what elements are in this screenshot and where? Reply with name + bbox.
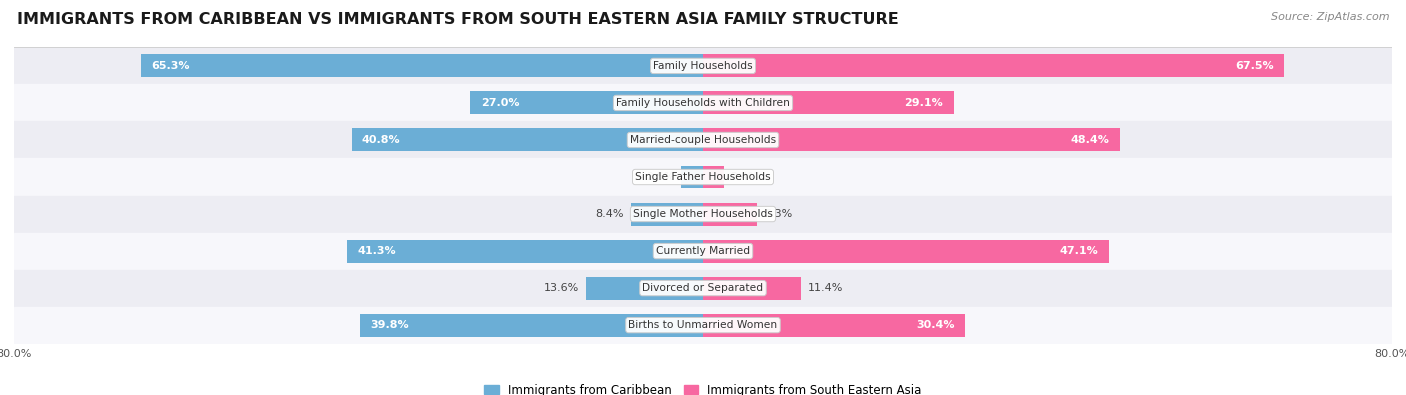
Text: 2.5%: 2.5%: [647, 172, 675, 182]
Bar: [360, 314, 703, 337]
Bar: [347, 240, 703, 263]
Bar: [703, 128, 1119, 151]
Text: 41.3%: 41.3%: [357, 246, 396, 256]
Text: 8.4%: 8.4%: [595, 209, 624, 219]
Bar: [703, 203, 758, 226]
Text: Births to Unmarried Women: Births to Unmarried Women: [628, 320, 778, 330]
Bar: [703, 166, 724, 188]
Bar: [471, 92, 703, 115]
Text: 30.4%: 30.4%: [915, 320, 955, 330]
Bar: [586, 276, 703, 299]
Text: 40.8%: 40.8%: [361, 135, 401, 145]
Text: 65.3%: 65.3%: [150, 61, 190, 71]
Bar: [682, 166, 703, 188]
Text: 11.4%: 11.4%: [808, 283, 844, 293]
Text: 67.5%: 67.5%: [1236, 61, 1274, 71]
Text: 6.3%: 6.3%: [763, 209, 793, 219]
Bar: [703, 92, 953, 115]
Text: Married-couple Households: Married-couple Households: [630, 135, 776, 145]
Text: 2.4%: 2.4%: [731, 172, 759, 182]
Bar: [703, 314, 965, 337]
Text: 27.0%: 27.0%: [481, 98, 519, 108]
Text: 47.1%: 47.1%: [1060, 246, 1098, 256]
Bar: [703, 276, 801, 299]
Text: IMMIGRANTS FROM CARIBBEAN VS IMMIGRANTS FROM SOUTH EASTERN ASIA FAMILY STRUCTURE: IMMIGRANTS FROM CARIBBEAN VS IMMIGRANTS …: [17, 12, 898, 27]
Bar: [141, 55, 703, 77]
Text: Currently Married: Currently Married: [657, 246, 749, 256]
Bar: [703, 55, 1284, 77]
Bar: [14, 269, 1392, 307]
Text: 29.1%: 29.1%: [904, 98, 943, 108]
Text: Single Mother Households: Single Mother Households: [633, 209, 773, 219]
Bar: [14, 158, 1392, 196]
Bar: [14, 47, 1392, 85]
Text: Family Households with Children: Family Households with Children: [616, 98, 790, 108]
Bar: [14, 307, 1392, 344]
Text: 13.6%: 13.6%: [544, 283, 579, 293]
Text: Source: ZipAtlas.com: Source: ZipAtlas.com: [1271, 12, 1389, 22]
Bar: [14, 196, 1392, 233]
Text: 39.8%: 39.8%: [371, 320, 409, 330]
Text: Family Households: Family Households: [654, 61, 752, 71]
Text: Single Father Households: Single Father Households: [636, 172, 770, 182]
Bar: [703, 240, 1108, 263]
Bar: [14, 85, 1392, 121]
Bar: [14, 121, 1392, 158]
Bar: [352, 128, 703, 151]
Legend: Immigrants from Caribbean, Immigrants from South Eastern Asia: Immigrants from Caribbean, Immigrants fr…: [478, 378, 928, 395]
Text: Divorced or Separated: Divorced or Separated: [643, 283, 763, 293]
Text: 48.4%: 48.4%: [1070, 135, 1109, 145]
Bar: [14, 233, 1392, 269]
Bar: [631, 203, 703, 226]
